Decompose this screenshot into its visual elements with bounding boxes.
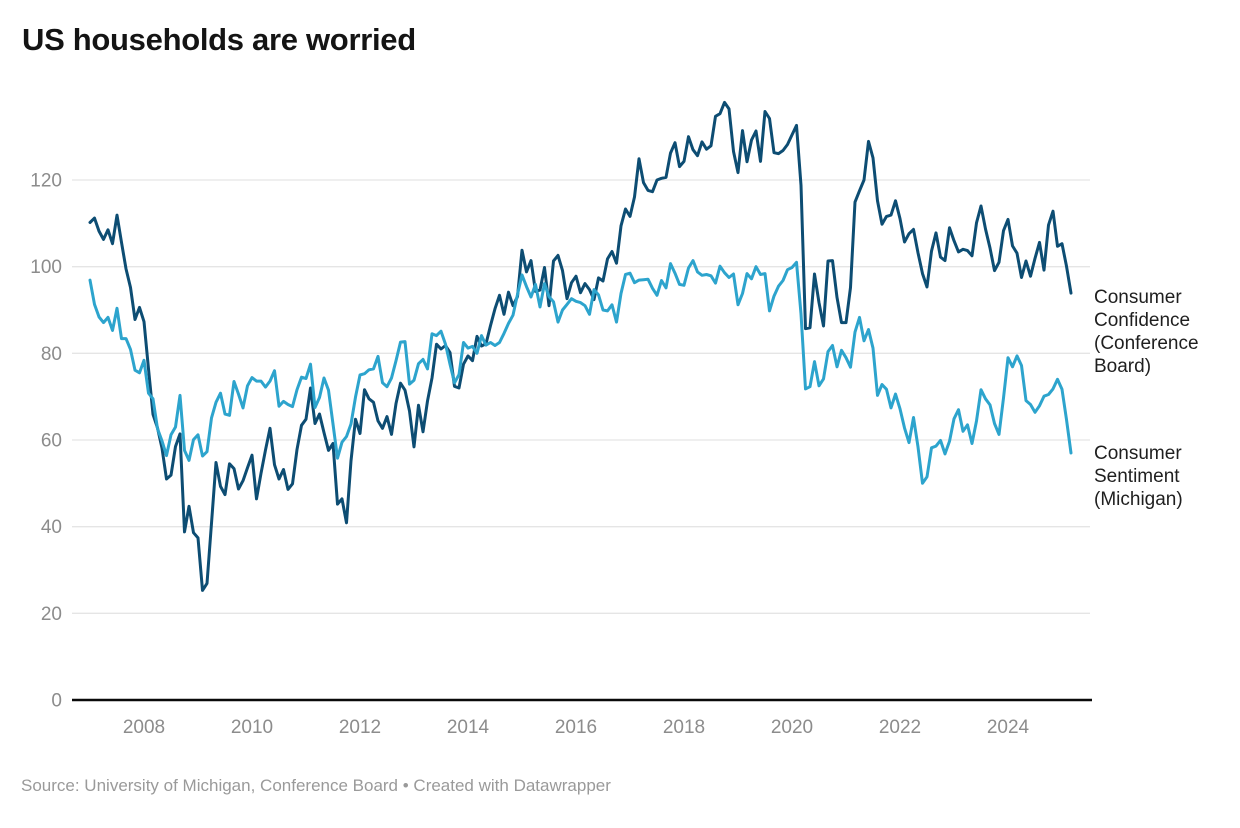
- y-tick-label-0: 0: [51, 691, 62, 712]
- y-tick-label-20: 20: [41, 604, 62, 625]
- x-tick-label-2022: 2022: [879, 717, 921, 738]
- y-tick-label-80: 80: [41, 344, 62, 365]
- y-tick-label-60: 60: [41, 431, 62, 452]
- y-tick-label-100: 100: [30, 257, 62, 278]
- series-label-consumer-sentiment: Consumer Sentiment (Michigan): [1094, 443, 1183, 510]
- series-label-consumer-confidence: Consumer Confidence (Conference Board): [1094, 287, 1199, 377]
- x-tick-label-2018: 2018: [663, 717, 705, 738]
- x-tick-label-2020: 2020: [771, 717, 813, 738]
- source-note: Source: University of Michigan, Conferen…: [21, 776, 611, 795]
- series-line-consumer-sentiment: [88, 259, 1073, 485]
- x-tick-label-2008: 2008: [123, 717, 165, 738]
- x-tick-label-2024: 2024: [987, 717, 1030, 738]
- chart-title: US households are worried: [22, 22, 416, 57]
- series-line-consumer-confidence: [88, 100, 1073, 592]
- x-tick-label-2012: 2012: [339, 717, 381, 738]
- y-tick-label-40: 40: [41, 517, 62, 538]
- x-tick-label-2016: 2016: [555, 717, 597, 738]
- x-tick-label-2010: 2010: [231, 717, 273, 738]
- x-tick-label-2014: 2014: [447, 717, 490, 738]
- y-tick-label-120: 120: [30, 171, 62, 192]
